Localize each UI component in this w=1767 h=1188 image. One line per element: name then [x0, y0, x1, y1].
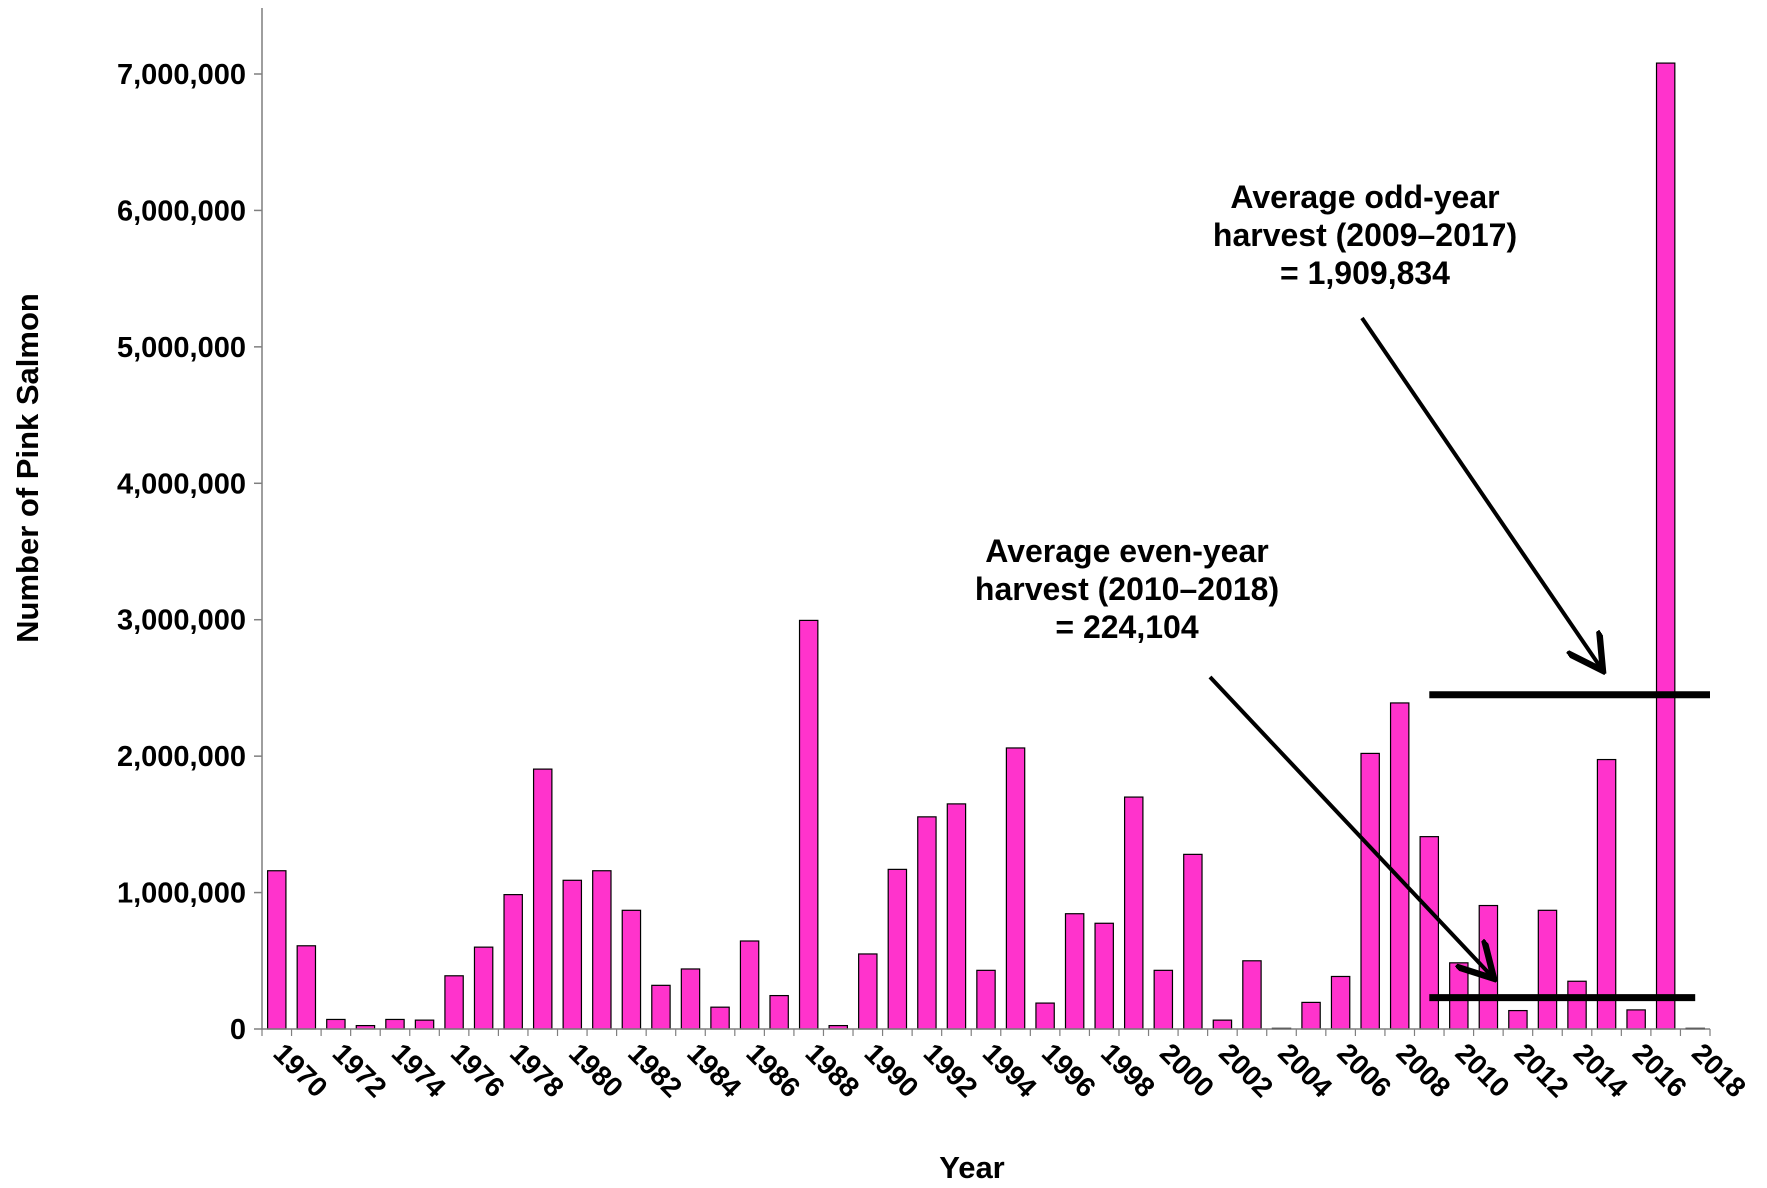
bar-2016 — [1626, 1009, 1646, 1030]
bar-1999 — [1123, 796, 1144, 1030]
bar-1970 — [267, 870, 287, 1030]
bar-1994 — [976, 969, 996, 1030]
x-tick-label: 2018 — [1686, 1037, 1752, 1103]
x-tick-label: 2004 — [1272, 1037, 1338, 1103]
bar-1974 — [385, 1018, 405, 1030]
annotation-text-line: harvest (2009–2017) — [1213, 217, 1517, 253]
bar-1997 — [1064, 913, 1085, 1030]
bar-1978 — [503, 894, 523, 1030]
bar-1996 — [1035, 1002, 1055, 1030]
y-tick-label: 4,000,000 — [117, 468, 246, 500]
y-axis-title: Number of Pink Salmon — [10, 293, 45, 643]
bar-1987 — [769, 994, 789, 1030]
y-tick-label: 2,000,000 — [117, 741, 246, 773]
bar-2002 — [1212, 1019, 1233, 1030]
bar-2006 — [1330, 975, 1351, 1030]
bar-1980 — [562, 879, 583, 1030]
annotation-arrow — [1208, 675, 1491, 976]
x-tick-label: 2012 — [1509, 1037, 1575, 1103]
annotation-text-line: harvest (2010–2018) — [975, 571, 1279, 607]
bar-1981 — [592, 870, 612, 1030]
x-tick-label: 2010 — [1450, 1037, 1516, 1103]
bar-1982 — [621, 909, 642, 1030]
bar-2015 — [1596, 758, 1617, 1030]
bar-1998 — [1094, 922, 1114, 1030]
bar-2012 — [1508, 1009, 1528, 1030]
x-tick-label: 1982 — [622, 1037, 688, 1103]
x-tick-label: 1978 — [504, 1037, 570, 1103]
bar-1992 — [917, 816, 937, 1030]
annotation-text-line: = 1,909,834 — [1280, 255, 1450, 291]
bar-1988 — [798, 619, 819, 1030]
y-tick-label: 6,000,000 — [117, 195, 246, 227]
x-tick-label: 1988 — [799, 1037, 865, 1103]
bar-1984 — [680, 968, 701, 1030]
bar-1990 — [858, 953, 878, 1030]
x-tick-label: 2002 — [1213, 1037, 1279, 1103]
bar-1993 — [946, 803, 967, 1030]
x-tick-label: 1992 — [918, 1037, 984, 1103]
x-tick-label: 1972 — [327, 1037, 393, 1103]
x-axis-title: Year — [939, 1150, 1005, 1185]
bar-2017 — [1655, 62, 1676, 1030]
bar-1986 — [739, 940, 760, 1030]
annotation-arrow — [1360, 316, 1601, 668]
y-tick-label: 1,000,000 — [117, 878, 246, 910]
bar-1991 — [887, 868, 908, 1030]
annotation-text-line: = 224,104 — [1055, 609, 1198, 645]
x-tick-label: 2006 — [1331, 1037, 1397, 1103]
x-tick-label: 1970 — [268, 1037, 334, 1103]
bar-2014 — [1567, 980, 1587, 1030]
x-tick-label: 2000 — [1154, 1037, 1220, 1103]
bar-2000 — [1153, 969, 1174, 1030]
x-tick-label: 2008 — [1390, 1037, 1456, 1103]
bar-2013 — [1537, 909, 1558, 1030]
bar-2005 — [1301, 1001, 1321, 1030]
y-tick-label: 5,000,000 — [117, 332, 246, 364]
bar-1985 — [710, 1006, 730, 1030]
bar-1972 — [326, 1018, 346, 1030]
bar-2001 — [1183, 853, 1203, 1030]
bar-1971 — [296, 945, 317, 1030]
bar-1975 — [414, 1019, 435, 1030]
annotation-text-line: Average even-year — [985, 533, 1268, 569]
x-tick-label: 1998 — [1095, 1037, 1161, 1103]
x-tick-label: 2016 — [1627, 1037, 1693, 1103]
x-tick-label: 2014 — [1568, 1037, 1634, 1103]
x-tick-label: 1996 — [1036, 1037, 1102, 1103]
bar-1977 — [473, 946, 494, 1030]
bar-2007 — [1360, 752, 1380, 1030]
x-tick-label: 1984 — [681, 1037, 747, 1103]
annotation-text-line: Average odd-year — [1230, 179, 1499, 215]
bars-layer — [267, 62, 1705, 1030]
bar-1983 — [651, 984, 671, 1030]
bar-2008 — [1389, 702, 1410, 1030]
x-tick-label: 1990 — [859, 1037, 925, 1103]
x-tick-label: 1986 — [740, 1037, 806, 1103]
reference-lines-layer — [1429, 691, 1710, 1002]
y-tick-label: 0 — [230, 1014, 246, 1046]
x-tick-label: 1974 — [386, 1037, 452, 1103]
x-tick-label: 1980 — [563, 1037, 629, 1103]
bar-1976 — [444, 975, 464, 1030]
bar-1995 — [1005, 747, 1026, 1030]
bar-2003 — [1242, 960, 1262, 1030]
bar-1979 — [532, 768, 553, 1030]
x-tick-label: 1994 — [977, 1037, 1043, 1103]
y-tick-label: 7,000,000 — [117, 59, 246, 91]
x-tick-label: 1976 — [445, 1037, 511, 1103]
y-tick-label: 3,000,000 — [117, 605, 246, 637]
